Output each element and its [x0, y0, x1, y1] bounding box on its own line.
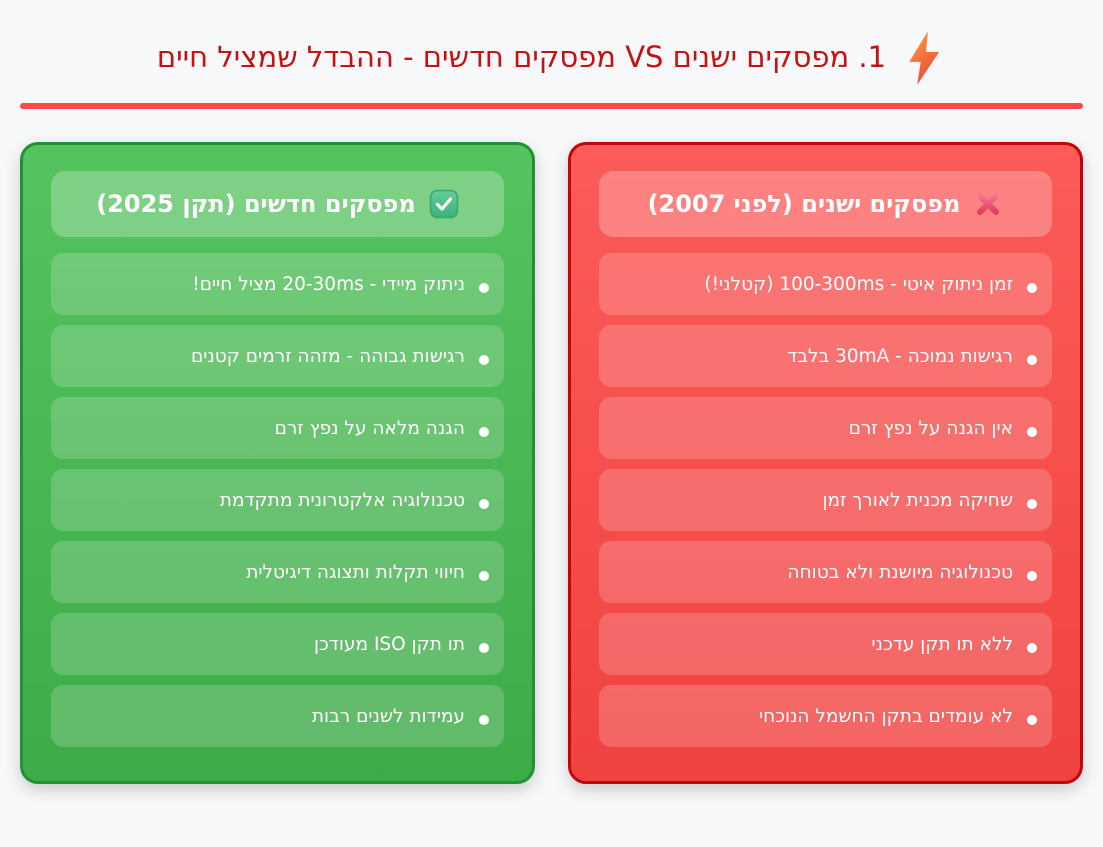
bullet-dot-icon: [479, 643, 489, 653]
list-item: אין הגנה על נפץ זרם: [599, 397, 1052, 459]
list-item-text: תו תקן ISO מעודכן: [313, 633, 465, 655]
list-item-text: טכנולוגיה אלקטרונית מתקדמת: [219, 489, 465, 511]
list-item-text: רגישות נמוכה - 30mA בלבד: [787, 345, 1013, 367]
list-item-text: זמן ניתוק איטי - 100-300ms (קטלני!): [704, 273, 1013, 295]
new-breakers-list: ניתוק מיידי - 20-30ms מציל חיים! רגישות …: [51, 253, 504, 747]
check-mark-icon: [429, 189, 459, 219]
bullet-dot-icon: [1027, 715, 1037, 725]
list-item: חיווי תקלות ותצוגה דיגיטלית: [51, 541, 504, 603]
list-item: ניתוק מיידי - 20-30ms מציל חיים!: [51, 253, 504, 315]
list-item: רגישות גבוהה - מזהה זרמים קטנים: [51, 325, 504, 387]
panel-new-title: מפסקים חדשים (תקן 2025): [96, 190, 416, 218]
list-item: טכנולוגיה אלקטרונית מתקדמת: [51, 469, 504, 531]
list-item-text: שחיקה מכנית לאורך זמן: [822, 489, 1013, 511]
old-breakers-list: זמן ניתוק איטי - 100-300ms (קטלני!) רגיש…: [599, 253, 1052, 747]
bullet-dot-icon: [1027, 427, 1037, 437]
bullet-dot-icon: [1027, 283, 1037, 293]
bullet-dot-icon: [1027, 355, 1037, 365]
lightning-bolt-icon: [902, 30, 946, 86]
page-title: 1. מפסקים ישנים VS מפסקים חדשים - ההבדל …: [156, 40, 887, 75]
panel-old-title: מפסקים ישנים (לפני 2007): [647, 190, 961, 218]
list-item-text: טכנולוגיה מיושנת ולא בטוחה: [787, 561, 1013, 583]
panel-old-header: מפסקים ישנים (לפני 2007): [599, 171, 1052, 237]
list-item-text: הגנה מלאה על נפץ זרם: [274, 417, 465, 439]
title-divider: [20, 103, 1083, 109]
list-item-text: עמידות לשנים רבות: [311, 705, 465, 727]
cross-mark-icon: [973, 189, 1003, 219]
bullet-dot-icon: [1027, 499, 1037, 509]
bullet-dot-icon: [479, 715, 489, 725]
comparison-columns: מפסקים חדשים (תקן 2025) ניתוק מיידי - 20…: [20, 142, 1083, 784]
page-header: 1. מפסקים ישנים VS מפסקים חדשים - ההבדל …: [20, 30, 1083, 86]
list-item: רגישות נמוכה - 30mA בלבד: [599, 325, 1052, 387]
list-item: שחיקה מכנית לאורך זמן: [599, 469, 1052, 531]
list-item-text: רגישות גבוהה - מזהה זרמים קטנים: [190, 345, 465, 367]
list-item-text: לא עומדים בתקן החשמל הנוכחי: [758, 705, 1013, 727]
list-item: עמידות לשנים רבות: [51, 685, 504, 747]
list-item: תו תקן ISO מעודכן: [51, 613, 504, 675]
panel-new-breakers: מפסקים חדשים (תקן 2025) ניתוק מיידי - 20…: [20, 142, 535, 784]
list-item: זמן ניתוק איטי - 100-300ms (קטלני!): [599, 253, 1052, 315]
bullet-dot-icon: [479, 499, 489, 509]
panel-old-breakers: מפסקים ישנים (לפני 2007) זמן ניתוק איטי …: [568, 142, 1083, 784]
list-item: הגנה מלאה על נפץ זרם: [51, 397, 504, 459]
bullet-dot-icon: [479, 355, 489, 365]
list-item: לא עומדים בתקן החשמל הנוכחי: [599, 685, 1052, 747]
bullet-dot-icon: [479, 283, 489, 293]
bullet-dot-icon: [1027, 643, 1037, 653]
list-item-text: אין הגנה על נפץ זרם: [848, 417, 1013, 439]
bullet-dot-icon: [479, 571, 489, 581]
bullet-dot-icon: [479, 427, 489, 437]
list-item-text: ללא תו תקן עדכני: [871, 633, 1013, 655]
bullet-dot-icon: [1027, 571, 1037, 581]
list-item-text: ניתוק מיידי - 20-30ms מציל חיים!: [192, 273, 465, 295]
list-item-text: חיווי תקלות ותצוגה דיגיטלית: [246, 561, 465, 583]
list-item: טכנולוגיה מיושנת ולא בטוחה: [599, 541, 1052, 603]
panel-new-header: מפסקים חדשים (תקן 2025): [51, 171, 504, 237]
list-item: ללא תו תקן עדכני: [599, 613, 1052, 675]
slide: 1. מפסקים ישנים VS מפסקים חדשים - ההבדל …: [0, 30, 1103, 847]
